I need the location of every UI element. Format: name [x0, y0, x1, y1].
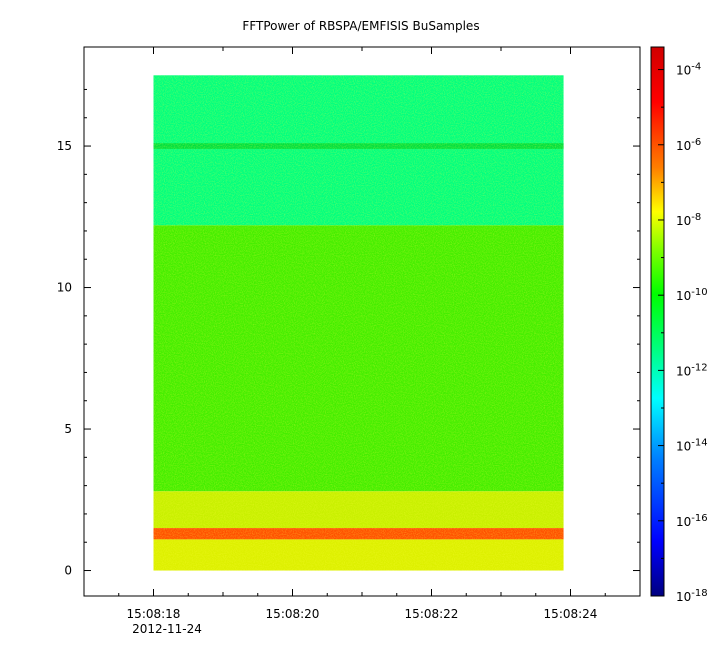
y-tick-label: 0: [64, 564, 72, 578]
y-tick-label: 10: [57, 281, 72, 295]
colorbar-tick-label: 10-18: [676, 588, 708, 604]
colorbar-tick-label: 10-10: [676, 287, 708, 303]
spectrogram-heatmap: [153, 75, 564, 571]
x-tick-label: 15:08:20: [266, 607, 320, 621]
y-axis: 0 5 10 15: [57, 88, 640, 578]
colorbar-tick-label: 10-6: [676, 137, 701, 153]
x-axis-date-label: 2012-11-24: [132, 622, 202, 636]
colorbar-tick-label: 10-4: [676, 62, 701, 78]
colorbar-tick-label: 10-16: [676, 513, 708, 529]
colorbar: [650, 46, 665, 597]
x-axis: 15:08:18 15:08:20 15:08:22 15:08:24: [83, 47, 641, 621]
y-tick-label: 5: [64, 422, 72, 436]
chart-title: FFTPower of RBSPA/EMFISIS BuSamples: [242, 19, 479, 33]
x-tick-label: 15:08:22: [405, 607, 459, 621]
colorbar-tick-label: 10-14: [676, 438, 708, 454]
colorbar-axis: 10-18 10-16 10-14 10-12 10-10 10-8 10-6 10-4: [658, 62, 708, 604]
colorbar-tick-label: 10-12: [676, 362, 708, 378]
spectrogram-noise-texture: [153, 75, 564, 571]
colorbar-tick-label: 10-8: [676, 212, 701, 228]
x-tick-label: 15:08:24: [544, 607, 598, 621]
y-tick-label: 15: [57, 139, 72, 153]
x-tick-label: 15:08:18: [127, 607, 181, 621]
